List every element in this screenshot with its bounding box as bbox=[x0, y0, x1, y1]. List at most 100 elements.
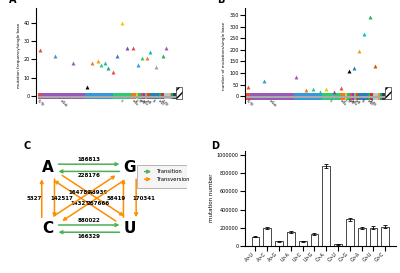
Text: 170341: 170341 bbox=[132, 196, 155, 201]
Point bbox=[110, 70, 116, 74]
Text: M: M bbox=[346, 99, 350, 103]
Polygon shape bbox=[384, 87, 391, 99]
Text: E: E bbox=[343, 99, 347, 103]
Bar bbox=[322, 93, 340, 100]
Bar bbox=[382, 227, 389, 246]
Text: orf1ab: orf1ab bbox=[60, 99, 68, 108]
Point bbox=[163, 46, 169, 51]
Bar bbox=[378, 93, 380, 100]
Text: A: A bbox=[42, 160, 54, 175]
Bar bbox=[347, 93, 350, 100]
Bar bbox=[264, 228, 271, 246]
Point bbox=[345, 69, 352, 73]
Text: orf6: orf6 bbox=[348, 99, 354, 106]
Bar bbox=[368, 93, 370, 100]
Bar bbox=[252, 237, 259, 246]
Y-axis label: mutation number: mutation number bbox=[209, 174, 214, 222]
Text: 5327: 5327 bbox=[26, 196, 42, 201]
Text: orf3a: orf3a bbox=[340, 99, 347, 107]
Bar bbox=[356, 93, 358, 100]
Point bbox=[303, 88, 310, 93]
Bar bbox=[350, 93, 352, 100]
Point bbox=[105, 66, 111, 71]
Point bbox=[144, 55, 150, 60]
Bar bbox=[299, 241, 306, 246]
Text: orf3a: orf3a bbox=[131, 99, 138, 107]
Text: orf7a: orf7a bbox=[141, 99, 149, 107]
Text: 3'UTR: 3'UTR bbox=[368, 99, 377, 108]
Bar bbox=[113, 93, 131, 99]
Bar bbox=[340, 93, 345, 100]
Bar bbox=[170, 93, 172, 99]
Bar bbox=[164, 93, 170, 99]
Point bbox=[317, 90, 324, 94]
Text: E: E bbox=[134, 99, 138, 103]
Text: N: N bbox=[360, 99, 364, 103]
Bar bbox=[150, 93, 159, 99]
Bar bbox=[373, 93, 378, 100]
Point bbox=[36, 48, 43, 52]
Bar bbox=[161, 93, 164, 99]
Text: B: B bbox=[218, 0, 225, 5]
Text: 880022: 880022 bbox=[78, 218, 100, 223]
Bar bbox=[294, 93, 322, 100]
Text: 228176: 228176 bbox=[78, 173, 100, 178]
Point bbox=[245, 85, 252, 89]
Bar bbox=[85, 93, 113, 99]
Point bbox=[101, 61, 108, 65]
Point bbox=[160, 54, 166, 58]
Point bbox=[130, 46, 136, 51]
Bar bbox=[172, 93, 173, 99]
Bar bbox=[358, 228, 366, 246]
FancyBboxPatch shape bbox=[137, 165, 189, 188]
Point bbox=[89, 61, 96, 65]
Text: 48939: 48939 bbox=[88, 190, 108, 195]
Bar bbox=[146, 93, 147, 99]
Text: 5'UTR: 5'UTR bbox=[36, 99, 45, 108]
Point bbox=[350, 66, 357, 71]
Point bbox=[338, 86, 345, 90]
Text: orf10: orf10 bbox=[157, 99, 165, 107]
Text: orf7a: orf7a bbox=[350, 99, 358, 107]
Text: 5'UTR: 5'UTR bbox=[245, 99, 254, 108]
Point bbox=[138, 55, 145, 60]
Bar bbox=[334, 244, 342, 246]
Point bbox=[52, 54, 58, 58]
Text: N: N bbox=[152, 99, 156, 103]
Text: A: A bbox=[9, 0, 16, 5]
Bar bbox=[41, 93, 85, 99]
Y-axis label: number of mutations/single base: number of mutations/single base bbox=[222, 22, 226, 90]
Text: orf8: orf8 bbox=[145, 99, 152, 106]
Text: U: U bbox=[124, 221, 136, 236]
Text: S: S bbox=[328, 99, 332, 103]
Bar bbox=[358, 93, 368, 100]
Bar bbox=[370, 93, 373, 100]
Text: S: S bbox=[119, 99, 124, 103]
Bar bbox=[143, 93, 146, 99]
Text: Transversion: Transversion bbox=[157, 177, 190, 182]
Point bbox=[124, 46, 131, 51]
Text: 14321: 14321 bbox=[70, 201, 89, 206]
Text: D: D bbox=[212, 141, 220, 151]
Text: orf8: orf8 bbox=[354, 99, 361, 106]
Point bbox=[84, 85, 90, 89]
Point bbox=[98, 63, 104, 67]
Bar bbox=[275, 241, 283, 246]
Bar bbox=[246, 93, 250, 100]
Point bbox=[322, 87, 329, 91]
Polygon shape bbox=[176, 87, 182, 99]
Bar bbox=[311, 234, 318, 246]
Text: 166329: 166329 bbox=[78, 234, 100, 239]
Point bbox=[372, 64, 378, 68]
Point bbox=[70, 61, 76, 65]
Text: 142517: 142517 bbox=[51, 196, 74, 201]
Point bbox=[114, 54, 120, 58]
Bar bbox=[322, 166, 330, 246]
Text: G: G bbox=[124, 160, 136, 175]
Bar bbox=[136, 93, 138, 99]
Text: orf10: orf10 bbox=[366, 99, 374, 107]
Point bbox=[261, 79, 267, 83]
Text: orf6: orf6 bbox=[139, 99, 146, 106]
Bar bbox=[345, 93, 347, 100]
Text: M: M bbox=[137, 99, 142, 104]
